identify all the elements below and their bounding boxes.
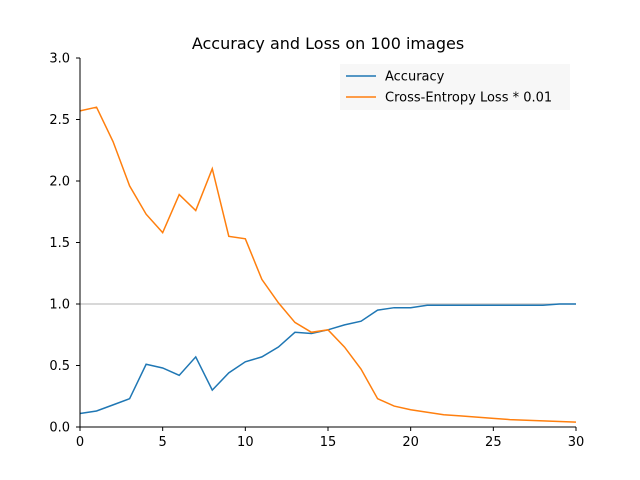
y-tick-label: 1.5 xyxy=(49,236,70,251)
series-0 xyxy=(79,303,577,415)
legend-label: Cross-Entropy Loss * 0.01 xyxy=(385,91,552,106)
series-line xyxy=(79,106,577,423)
series-line xyxy=(79,303,576,415)
x-tick-label: 0 xyxy=(76,435,84,450)
x-tick-label: 5 xyxy=(159,435,167,450)
axes: 0 5 10 15 20 25 30 0.0 0.5 1.0 1.5 2.0 2.5 3.0 xyxy=(49,52,584,451)
y-tick-label: 2.5 xyxy=(49,113,70,128)
legend-box xyxy=(340,64,570,110)
y-tick-label: 1.0 xyxy=(49,298,70,313)
x-tick-label: 30 xyxy=(568,435,585,450)
x-tick-label: 20 xyxy=(402,435,419,450)
x-tick-label: 15 xyxy=(320,435,337,450)
series-1 xyxy=(79,106,577,423)
y-tick-label: 0.5 xyxy=(49,359,70,374)
plot-area xyxy=(79,106,577,423)
chart-title: Accuracy and Loss on 100 images xyxy=(192,34,464,53)
y-tick-label: 2.0 xyxy=(49,175,70,190)
y-tick-label: 0.0 xyxy=(49,421,70,436)
x-tick-label: 25 xyxy=(485,435,502,450)
x-tick-label: 10 xyxy=(237,435,254,450)
legend: Accuracy Cross-Entropy Loss * 0.01 xyxy=(340,64,570,110)
legend-label: Accuracy xyxy=(385,70,445,85)
y-tick-label: 3.0 xyxy=(49,52,70,67)
